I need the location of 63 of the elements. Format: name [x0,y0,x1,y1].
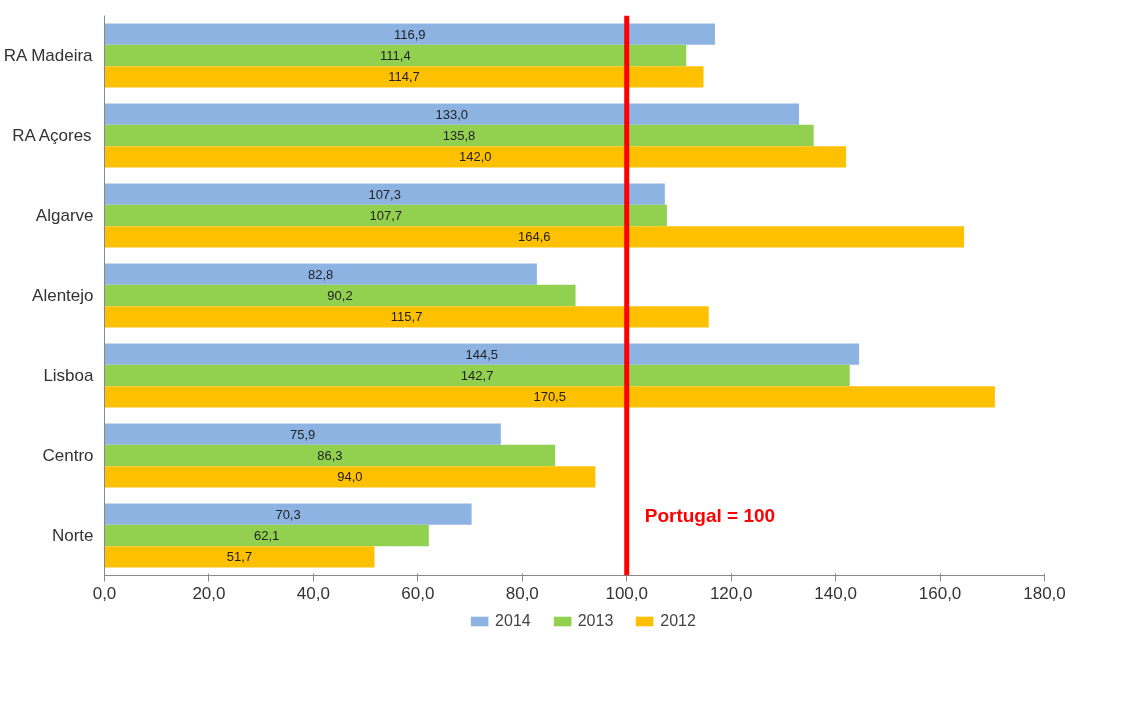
bar [104,343,860,365]
x-tick-label: 140,0 [814,583,857,603]
x-tick-label: 40,0 [296,583,330,603]
bar [104,44,687,67]
x-tick-label: 60,0 [401,583,435,603]
bar [104,146,847,168]
x-tick-label: 0,0 [92,583,117,603]
legend-label: 2013 [577,612,614,630]
x-tick-label: 160,0 [918,583,962,603]
bar [104,124,814,147]
data-label: 82,8 [308,266,334,282]
data-label: 114,7 [388,69,420,85]
y-tick-label: Norte [51,526,94,545]
data-label: 133,0 [435,106,469,122]
bar [104,503,472,525]
bar [104,263,537,285]
data-label: 111,4 [380,48,411,63]
bar [104,66,704,88]
ref-line-label: Portugal = 100 [644,505,776,526]
data-label: 70,3 [275,506,301,522]
data-label: 144,5 [465,346,499,362]
data-label: 107,3 [368,186,401,202]
data-label: 90,2 [327,288,353,303]
x-tick-label: 180,0 [1023,583,1066,603]
data-label: 75,9 [290,426,316,442]
bar [104,364,850,387]
data-label: 94,0 [337,469,363,485]
y-tick-label: RA Açores [12,126,92,145]
bar [104,226,965,248]
data-label: 142,0 [459,149,492,165]
data-label: 170,5 [533,389,566,405]
data-label: 142,7 [460,368,494,383]
x-tick-label: 120,0 [709,583,753,603]
y-tick-label: Alentejo [32,286,94,305]
x-tick-label: 20,0 [192,583,226,603]
y-tick-label: Centro [42,446,94,465]
x-tick-label: 80,0 [505,583,539,603]
bar [104,103,800,125]
bar [104,423,501,445]
bar [104,546,375,568]
bar [104,524,429,547]
bar [104,466,596,488]
data-label: 164,6 [518,229,551,245]
data-label: 107,7 [369,208,402,223]
data-label: 116,9 [393,26,426,42]
legend-label: 2014 [495,612,531,630]
bar [104,183,665,205]
x-tick-label: 100,0 [605,583,648,603]
y-tick-label: RA Madeira [3,46,94,65]
data-label: 51,7 [226,549,253,565]
bar [104,444,556,467]
bar [104,23,715,45]
y-tick-label: Lisboa [43,366,95,385]
bar [104,204,667,227]
legend-label: 2012 [660,612,696,630]
bar [104,386,995,408]
data-label: 115,7 [390,309,423,325]
bar [104,284,576,307]
data-label: 135,8 [442,128,476,143]
data-label: 62,1 [254,528,280,543]
y-tick-label: Algarve [35,206,94,225]
data-label: 86,3 [317,448,343,463]
bar [104,306,709,328]
